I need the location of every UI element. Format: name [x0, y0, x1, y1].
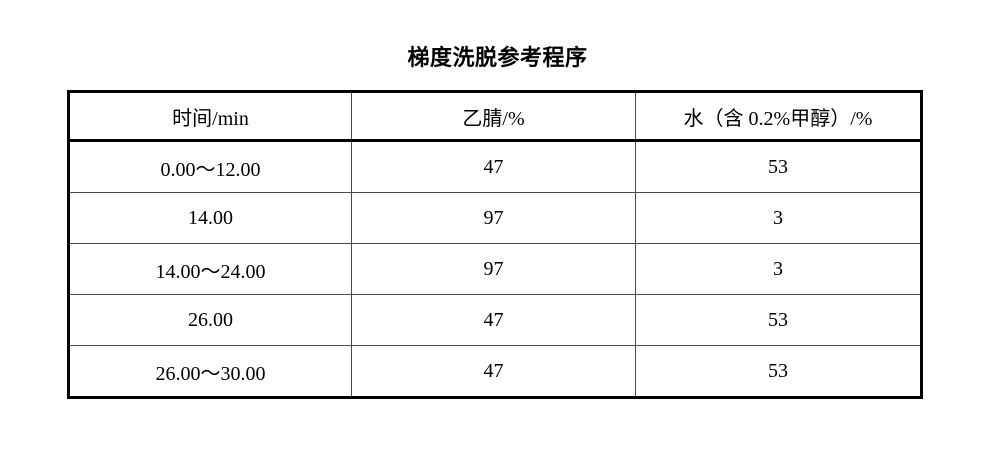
cell-acetonitrile: 47 — [351, 345, 636, 398]
column-header-acetonitrile: 乙腈/% — [351, 91, 636, 142]
table-row: 14.00 97 3 — [68, 192, 922, 244]
cell-acetonitrile: 97 — [351, 243, 636, 295]
cell-water: 53 — [635, 140, 922, 193]
gradient-elution-table: 时间/min 乙腈/% 水（含 0.2%甲醇）/% 0.00～12.00 47 … — [67, 90, 923, 399]
cell-acetonitrile: 97 — [351, 192, 636, 244]
cell-time: 0.00～12.00 — [160, 158, 261, 181]
table-row: 26.00 47 53 — [68, 294, 922, 346]
column-header-water-methanol: 水（含 0.2%甲醇）/% — [635, 91, 922, 142]
table-row: 0.00～12.00 47 53 — [69, 140, 922, 193]
cell-time: 14.00～24.00 — [68, 243, 352, 295]
cell-acetonitrile: 47 — [351, 140, 636, 193]
cell-water: 3 — [635, 192, 922, 244]
cell-time: 14.00 — [68, 192, 352, 244]
cell-acetonitrile: 47 — [351, 294, 636, 346]
cell-water: 3 — [635, 243, 922, 295]
table-row: 14.00～24.00 97 3 — [68, 243, 922, 295]
cell-water: 53 — [635, 345, 922, 398]
cell-time: 26.00～30.00 — [68, 345, 352, 398]
column-header-time: 时间/min — [68, 91, 352, 142]
table-title: 梯度洗脱参考程序 — [407, 45, 588, 70]
table-row: 26.00～30.00 47 53 — [68, 345, 922, 398]
cell-water: 53 — [635, 294, 922, 346]
cell-time: 26.00 — [68, 294, 352, 346]
header-row: 时间/min 乙腈/% 水（含 0.2%甲醇）/% — [68, 91, 922, 142]
